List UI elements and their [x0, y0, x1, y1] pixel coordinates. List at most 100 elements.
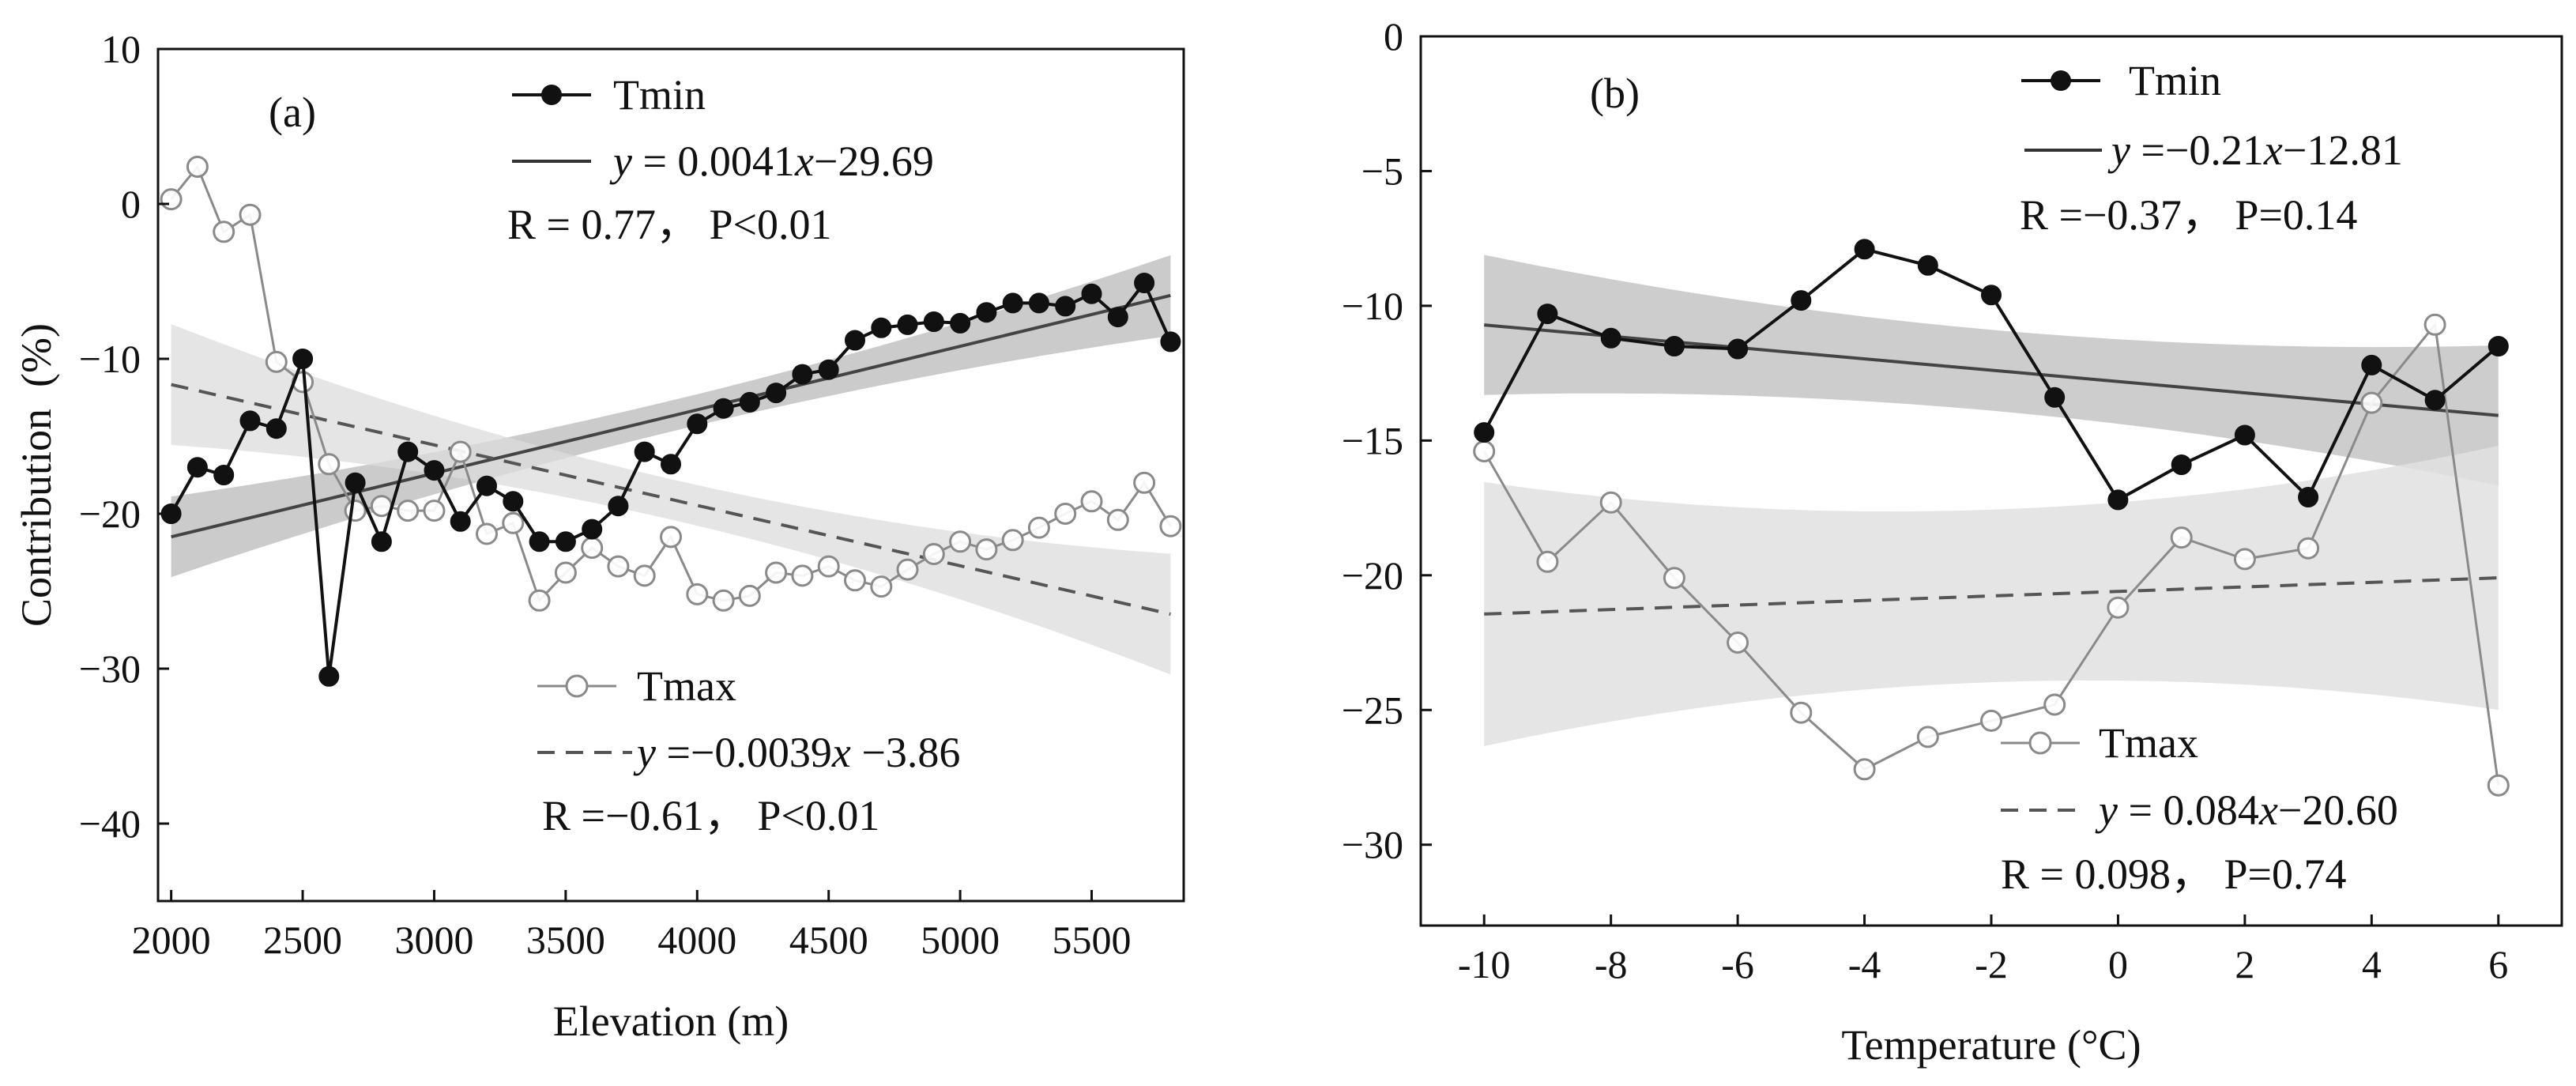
tmin-point — [503, 491, 524, 512]
y-tick-label: −10 — [79, 337, 141, 381]
tmin-point — [397, 441, 419, 462]
tmax-point — [2043, 693, 2066, 716]
tmin-point — [871, 317, 892, 338]
panel-b-label: (b) — [1590, 70, 1640, 117]
tmax-point — [1853, 758, 1876, 781]
panel-a-ticks: 2000 2500 3000 3500 4000 4500 5000 5500 10 0 −10 −2… — [79, 27, 1132, 962]
x-tick-label: 4000 — [657, 918, 736, 962]
legend-b-tmin-equation: y =−0.21x−12.81 — [2107, 126, 2403, 174]
tmin-point — [1474, 422, 1495, 443]
x-tick-label: -6 — [1721, 942, 1754, 986]
panel-b-confidence-bands — [1484, 255, 2499, 746]
tmax-point — [896, 558, 919, 581]
y-tick-label: −25 — [1342, 688, 1403, 732]
tmin-point — [2044, 387, 2066, 408]
tmin-point — [1981, 285, 2002, 306]
tmin-point — [2487, 336, 2509, 356]
tmin-point — [555, 531, 576, 552]
x-tick-label: 3000 — [394, 918, 473, 962]
panel-a-x-axis-label: Elevation (m) — [553, 997, 789, 1045]
x-tick-label: 4 — [2362, 942, 2382, 986]
tmin-point — [2171, 454, 2192, 475]
x-tick-label: 2000 — [132, 918, 211, 962]
tmax-point — [607, 555, 630, 578]
panel-a: 2000 2500 3000 3500 4000 4500 5000 5500 10 0 −10 −2… — [13, 27, 1185, 1045]
tmin-point — [976, 302, 997, 323]
x-tick-label: 3500 — [526, 918, 605, 962]
tmax-point — [1473, 440, 1496, 462]
tmin-point — [2298, 487, 2319, 507]
tmax-point — [554, 561, 577, 584]
tmin-point — [2361, 354, 2382, 375]
tmax-point — [1159, 515, 1182, 537]
y-tick-label: 0 — [121, 182, 141, 226]
tmin-point — [1537, 304, 1558, 325]
y-tick-label: −30 — [79, 647, 141, 691]
panel-b-ticks: -10 -8 -6 -4 -2 0 2 4 6 0 −5 −10 −15 −20 −25 −30 — [1342, 14, 2508, 986]
legend-a-tmin-equation: y = 0.0041x−29.69 — [609, 138, 934, 185]
legend-a-tmin-stats: R = 0.77， P<0.01 — [507, 201, 831, 248]
panel-b-series — [1473, 239, 2510, 797]
legend-b-tmax-marker — [2028, 731, 2052, 755]
tmax-point — [1001, 529, 1024, 552]
x-tick-label: 6 — [2488, 942, 2508, 986]
panel-a-label: (a) — [269, 89, 316, 136]
tmax-point — [686, 583, 709, 605]
tmax-point — [870, 575, 893, 598]
tmax-point — [1727, 632, 1749, 654]
x-tick-label: -2 — [1975, 942, 2008, 986]
tmin-point — [2424, 390, 2446, 411]
panel-a-y-axis-label: Contribution (%) — [13, 323, 60, 627]
panel-a-series — [160, 156, 1182, 687]
x-tick-label: 5500 — [1053, 918, 1132, 962]
x-tick-label: -10 — [1458, 942, 1511, 986]
tmax-point — [581, 537, 604, 560]
legend-a-tmax-marker — [565, 674, 589, 698]
x-tick-label: 2 — [2235, 942, 2254, 986]
tmin-point — [661, 454, 681, 475]
panel-b-legend: Tmin y =−0.21x−12.81 R =−0.37， P=0.14 Tm… — [2001, 57, 2403, 898]
tmin-point — [1600, 327, 1621, 349]
tmax-point — [476, 522, 498, 545]
tmin-point — [1055, 296, 1076, 317]
tmin-point — [239, 410, 261, 432]
tmax-point — [318, 453, 341, 476]
tmin-fit-line — [171, 293, 1171, 539]
y-tick-label: −20 — [79, 492, 141, 536]
tmin-point — [450, 511, 471, 532]
tmax-point — [1054, 503, 1077, 525]
y-tick-label: 10 — [101, 27, 141, 71]
tmax-point — [2107, 596, 2130, 619]
tmin-point — [318, 666, 340, 687]
tmin-point — [1663, 336, 1685, 356]
tmax-confidence-band — [1484, 446, 2499, 746]
tmax-point — [765, 561, 788, 584]
y-tick-label: −40 — [79, 801, 141, 846]
tmin-point — [792, 364, 813, 385]
tmax-point — [1027, 516, 1050, 539]
panel-a-legend: Tmin y = 0.0041x−29.69 R = 0.77， P<0.01 … — [507, 71, 960, 839]
x-tick-label: -8 — [1595, 942, 1628, 986]
panel-b-fit-lines — [1484, 323, 2499, 616]
tmax-point — [2423, 313, 2446, 336]
tmin-point — [292, 349, 314, 369]
legend-b-tmax-stats: R = 0.098， P=0.74 — [2001, 850, 2346, 898]
tmax-point — [1916, 726, 1939, 749]
tmax-point — [2360, 391, 2383, 414]
tmin-point — [2234, 424, 2255, 446]
tmax-point — [1599, 491, 1622, 514]
tmax-point — [975, 538, 998, 561]
tmin-point — [818, 359, 839, 380]
tmax-point — [791, 564, 814, 587]
tmax-point — [738, 584, 761, 607]
tmin-point — [897, 314, 918, 335]
legend-a-tmax-stats: R =−0.61， P<0.01 — [542, 792, 879, 839]
tmin-point — [1134, 273, 1155, 293]
tmin-point — [1028, 292, 1049, 314]
tmin-point — [2107, 489, 2129, 511]
tmin-point — [582, 518, 603, 540]
x-tick-label: 4500 — [789, 918, 868, 962]
tmin-point — [608, 496, 629, 517]
tmin-point — [371, 531, 392, 552]
